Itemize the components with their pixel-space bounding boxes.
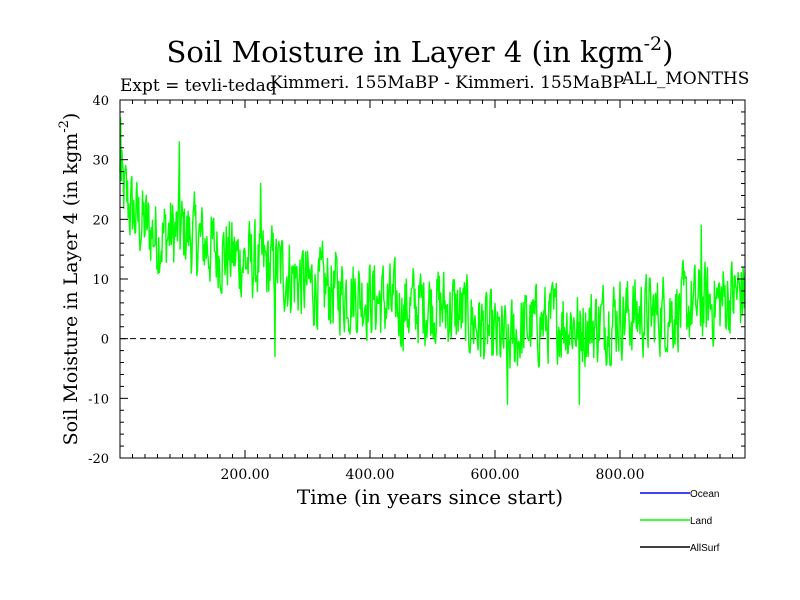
y-tick-label: 10 bbox=[92, 273, 109, 288]
x-tick-label: 400.00 bbox=[346, 467, 395, 483]
comparison-label: Kimmeri. 155MaBP - Kimmeri. 155MaBP bbox=[270, 73, 624, 93]
y-tick-label: -10 bbox=[88, 392, 109, 407]
y-tick-label: 30 bbox=[92, 154, 109, 169]
y-tick-label: 0 bbox=[101, 333, 109, 348]
experiment-label: Expt = tevli-tedaq bbox=[120, 76, 277, 96]
legend: Ocean Land AllSurf bbox=[640, 489, 720, 554]
legend-label-allsurf: AllSurf bbox=[690, 543, 720, 554]
plot-area bbox=[119, 117, 746, 405]
land-series-line bbox=[119, 117, 746, 405]
plot-frame bbox=[119, 99, 746, 459]
y-tick-label: 20 bbox=[92, 213, 109, 228]
axes: -20 -10 0 10 20 30 40 200.00 400.00 600.00 800.00 bbox=[88, 94, 745, 483]
y-tick-label: 40 bbox=[92, 94, 109, 109]
y-tick-label: -20 bbox=[88, 452, 109, 467]
y-axis-title: Soil Moisture in Layer 4 (in kgm-2) bbox=[57, 113, 82, 446]
months-label: ALL_MONTHS bbox=[621, 69, 749, 89]
chart-title: Soil Moisture in Layer 4 (in kgm-2) bbox=[167, 33, 674, 69]
legend-label-land: Land bbox=[690, 516, 712, 527]
x-tick-label: 600.00 bbox=[471, 467, 520, 483]
x-tick-label: 800.00 bbox=[596, 467, 645, 483]
legend-label-ocean: Ocean bbox=[690, 489, 719, 500]
x-tick-label: 200.00 bbox=[221, 467, 270, 483]
x-axis-title: Time (in years since start) bbox=[297, 485, 563, 509]
